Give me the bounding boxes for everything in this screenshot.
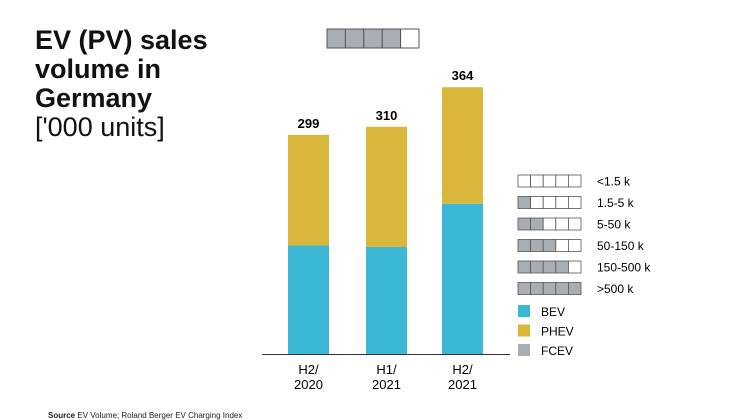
x-tick-label: 2020	[294, 377, 323, 392]
scale-cell	[517, 239, 532, 252]
scale-cell	[530, 260, 544, 274]
total-label: 364	[452, 68, 474, 83]
scale-cell	[568, 217, 582, 231]
bar-phev	[366, 126, 407, 247]
scale-label: 150-500 k	[597, 261, 651, 275]
scale-cell	[517, 196, 532, 209]
source-text: EV Volume; Roland Berger EV Charging Ind…	[77, 411, 243, 420]
indicator-cell	[363, 28, 383, 49]
legend-swatch-phev	[518, 324, 530, 337]
scale-cell	[568, 260, 582, 274]
indicator-cell	[326, 28, 346, 49]
scale-cell	[568, 282, 582, 295]
title-unit: ['000 units]	[35, 112, 165, 142]
scale-cell	[555, 260, 569, 274]
scale-label: 5-50 k	[597, 218, 631, 232]
scale-cell	[555, 282, 569, 295]
chart-title: EV (PV) sales volume in Germany ['000 un…	[35, 26, 265, 142]
scale-cell	[517, 260, 532, 274]
scale-label: 1.5-5 k	[597, 196, 635, 210]
x-tick-label: 2021	[372, 377, 401, 392]
legend-swatch-fcev	[518, 344, 530, 356]
scale-cell	[568, 239, 582, 252]
x-tick-label: H2/	[298, 362, 319, 377]
scale-cell	[555, 196, 569, 209]
scale-cell	[555, 174, 569, 188]
scale-cell	[517, 174, 532, 188]
indicator-cell	[381, 28, 402, 49]
bar-bev	[366, 246, 407, 354]
bar-bev	[442, 203, 483, 354]
scale-cell	[542, 174, 557, 188]
scale-cell	[530, 174, 544, 188]
scale-cell	[542, 217, 557, 231]
scale-label: 50-150 k	[597, 239, 645, 253]
scale-cell	[517, 217, 532, 231]
x-tick-label: 2021	[448, 377, 477, 392]
scale-cell	[542, 239, 557, 252]
scale-label: <1.5 k	[597, 175, 631, 189]
scale-cell	[530, 217, 544, 231]
total-label: 299	[298, 116, 320, 131]
x-tick-label: H2/	[452, 362, 473, 377]
legend-swatch-bev	[518, 305, 530, 317]
scale-label: >500 k	[597, 282, 634, 296]
legend-label: FCEV	[541, 344, 573, 358]
scale-cell	[530, 196, 544, 209]
scale-cell	[542, 282, 557, 295]
indicator-cell	[400, 28, 420, 49]
bar-bev	[288, 245, 329, 354]
source-label: Source	[48, 411, 76, 420]
bar-phev	[288, 134, 329, 246]
scale-cell	[568, 174, 582, 188]
total-label: 310	[376, 108, 398, 123]
indicator-cell	[344, 28, 365, 49]
scale-cell	[530, 239, 544, 252]
scale-cell	[530, 282, 544, 295]
scale-cell	[542, 196, 557, 209]
scale-cell	[542, 260, 557, 274]
source-note: Source EV Volume; Roland Berger EV Charg…	[48, 411, 242, 420]
bar-phev	[442, 87, 483, 204]
scale-cell	[555, 239, 569, 252]
title-main: EV (PV) sales volume in Germany	[35, 25, 208, 113]
legend-label: BEV	[541, 305, 565, 319]
x-tick-label: H1/	[376, 362, 397, 377]
legend-label: PHEV	[541, 325, 574, 339]
scale-cell	[555, 217, 569, 231]
scale-cell	[568, 196, 582, 209]
scale-cell	[517, 282, 532, 295]
